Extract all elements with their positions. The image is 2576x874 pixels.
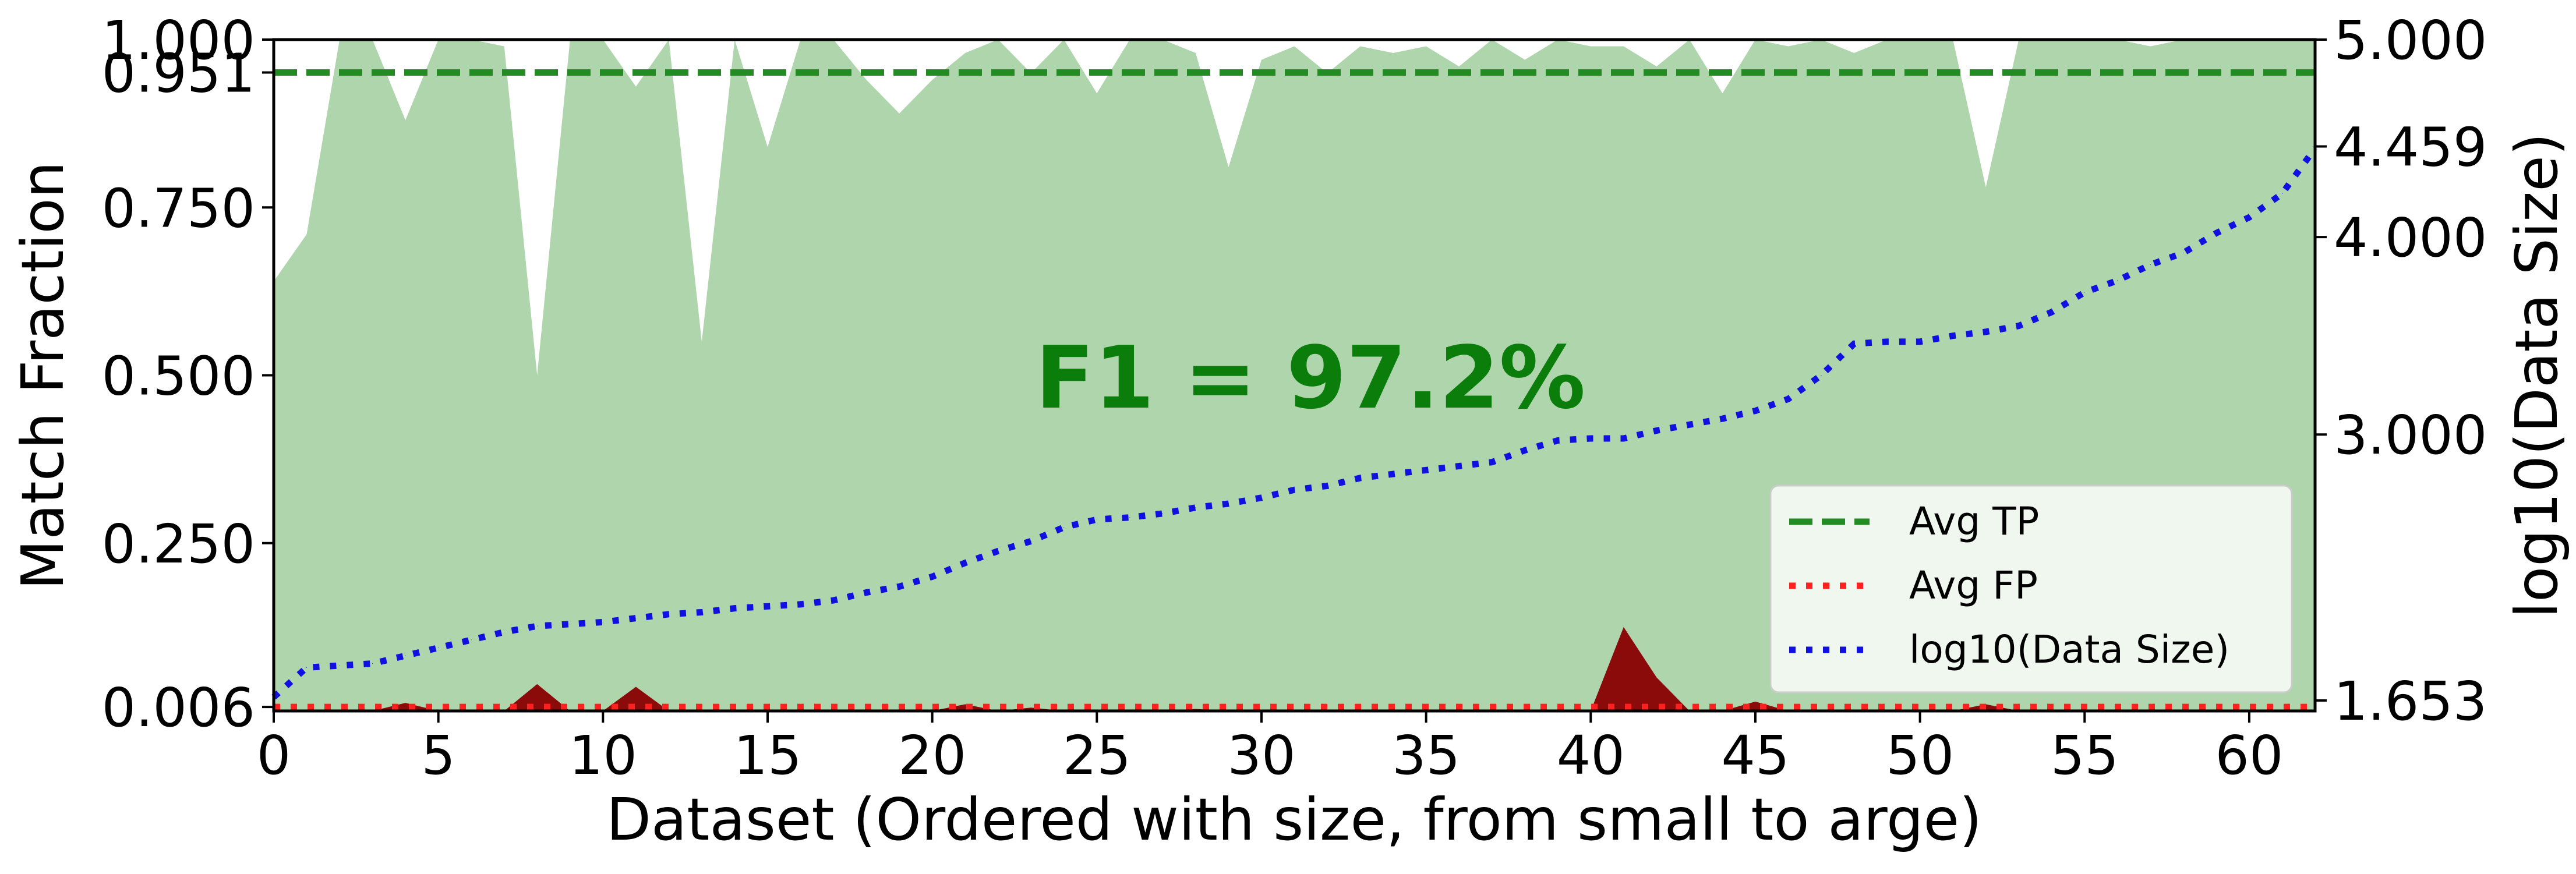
y-tick-label: 0.750 (102, 177, 255, 239)
log-size-point (1393, 473, 1394, 475)
log-size-point (964, 562, 966, 564)
log-size-point (767, 606, 768, 607)
y2-tick-label: 3.000 (2334, 404, 2487, 466)
legend-box (1769, 484, 2293, 693)
x-axis: 0 5 10 15 20 25 30 35 40 45 50 55 60 (257, 711, 2283, 787)
log-size-point (438, 647, 439, 648)
log-size-point (1821, 375, 1822, 376)
y-tick-label: 0.951 (102, 42, 255, 104)
x-tick-label: 50 (1886, 724, 1954, 787)
log-size-point (1557, 440, 1559, 441)
log-size-point (866, 592, 867, 593)
x-tick-label: 45 (1721, 724, 1789, 787)
x-tick-label: 40 (1557, 724, 1625, 787)
log-size-point (1689, 424, 1690, 425)
y-tick-label: 1.000 (102, 9, 255, 72)
log-size-point (899, 586, 900, 587)
y2-tick-label: 4.000 (2334, 207, 2487, 269)
y2-tick-label: 4.459 (2334, 116, 2487, 178)
y-tick-label: 0.500 (102, 345, 255, 408)
y-axis-label: Match Fraction (9, 161, 77, 590)
log-size-point (2117, 280, 2118, 281)
log-size-point (1623, 438, 1624, 439)
f1-annotation: F1 = 97.2% (1036, 328, 1586, 428)
log-size-point (2150, 264, 2151, 266)
log-size-point (1985, 331, 1987, 332)
log-size-point (1195, 507, 1196, 508)
log-size-point (536, 625, 538, 627)
log-size-point (1656, 430, 1657, 431)
x-tick-label: 55 (2051, 724, 2119, 787)
log-size-point (833, 600, 834, 601)
y-tick-label: 0.250 (102, 513, 255, 575)
x-tick-label: 0 (257, 724, 291, 787)
log-size-point (1162, 513, 1163, 514)
y2-tick-label: 5.000 (2334, 9, 2487, 72)
x-tick-label: 20 (898, 724, 966, 787)
log-size-point (471, 639, 472, 641)
y-tick-label: 0.006 (102, 677, 255, 739)
log-size-point (1228, 503, 1229, 504)
log-size-point (2084, 292, 2085, 293)
log-size-point (372, 663, 373, 664)
legend-label-log-size: log10(Data Size) (1909, 627, 2229, 672)
x-tick-label: 35 (1392, 724, 1460, 787)
x-tick-label: 30 (1227, 724, 1295, 787)
log-size-point (701, 611, 702, 613)
y2-tick-label: 1.653 (2334, 670, 2487, 733)
legend-label-avg-fp: Avg FP (1909, 563, 2038, 608)
x-tick-label: 15 (733, 724, 801, 787)
legend-label-avg-tp: Avg TP (1909, 499, 2039, 544)
legend: Avg TP Avg FP log10(Data Size) (1769, 484, 2293, 693)
log-size-points (273, 148, 2316, 698)
log-size-point (1886, 341, 1888, 342)
y2-axis-label: log10(Data Size) (2503, 133, 2571, 618)
log-size-point (1063, 527, 1065, 528)
y-axis-right: 1.653 3.000 4.000 4.459 5.000 (2315, 9, 2487, 733)
log-size-point (306, 667, 308, 668)
x-tick-label: 5 (421, 724, 455, 787)
x-axis-label: Dataset (Ordered with size, from small t… (606, 785, 1982, 854)
log-size-point (1360, 477, 1361, 479)
x-tick-label: 60 (2215, 724, 2283, 787)
log-size-point (1261, 497, 1262, 498)
log-size-point (1129, 517, 1130, 518)
x-tick-label: 25 (1063, 724, 1131, 787)
x-tick-label: 10 (569, 724, 637, 787)
